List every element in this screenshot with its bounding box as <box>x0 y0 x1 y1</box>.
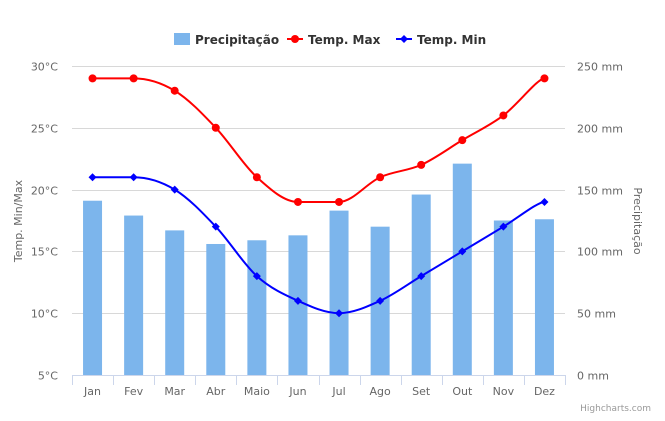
right-tick-label: 50 mm <box>577 308 616 321</box>
precipitation-bars <box>83 163 554 375</box>
x-tick-label: Dez <box>534 385 555 398</box>
credits-link[interactable]: Highcharts.com <box>580 404 651 414</box>
bar-precipitacao-jul <box>329 210 349 375</box>
left-tick-label: 15°C <box>31 246 58 259</box>
x-tick-label: Set <box>412 385 431 398</box>
marker-temp-max-fev <box>129 74 138 83</box>
bar-precipitacao-abr <box>206 243 226 375</box>
marker-temp-max-nov <box>499 111 508 120</box>
bar-precipitacao-out <box>452 163 472 375</box>
x-tick-label: Jan <box>83 385 101 398</box>
bar-precipitacao-dez <box>534 219 554 375</box>
right-y-axis: 0 mm 50 mm 100 mm 150 mm 200 mm 250 mm <box>577 61 623 383</box>
bar-precipitacao-fev <box>124 215 144 375</box>
left-tick-label: 5°C <box>38 370 58 383</box>
left-y-axis: 5°C 10°C 15°C 20°C 25°C 30°C <box>31 61 58 383</box>
line-temp-min <box>92 176 545 315</box>
x-tick-label: Maio <box>244 385 270 398</box>
marker-temp-min-abr <box>211 222 220 231</box>
marker-temp-max-set <box>417 160 426 169</box>
marker-temp-min-ago <box>376 296 385 305</box>
right-tick-label: 0 mm <box>577 370 609 383</box>
marker-temp-max-abr <box>211 123 220 132</box>
legend-label-temp-max: Temp. Max <box>308 33 381 47</box>
legend-swatch-precipitacao <box>174 33 190 45</box>
x-axis: Jan Fev Mar Abr Maio Jun Jul Ago Set Out Nov Dez <box>72 375 566 398</box>
marker-temp-max-mar <box>170 86 179 95</box>
marker-temp-max-maio <box>252 173 261 182</box>
x-tick-label: Out <box>452 385 473 398</box>
bar-precipitacao-jun <box>288 235 308 375</box>
marker-temp-max-dez <box>540 74 549 83</box>
bar-precipitacao-jan <box>83 200 103 375</box>
marker-temp-min-nov <box>499 222 508 231</box>
marker-temp-min-out <box>458 247 467 256</box>
legend: Precipitação Temp. Max Temp. Min <box>174 33 486 47</box>
legend-item-temp-min[interactable]: Temp. Min <box>396 33 486 47</box>
marker-temp-min-maio <box>252 272 261 281</box>
left-tick-label: 20°C <box>31 185 58 198</box>
bar-precipitacao-set <box>411 194 431 375</box>
grid-lines <box>72 66 565 314</box>
marker-temp-max-jan <box>88 74 97 83</box>
bar-precipitacao-mar <box>165 230 185 375</box>
left-axis-title: Temp. Min/Max <box>12 179 25 263</box>
x-tick-label: Jul <box>331 385 345 398</box>
legend-marker-temp-max <box>291 35 299 43</box>
bar-precipitacao-nov <box>493 220 513 375</box>
temperature-lines <box>88 74 549 318</box>
legend-item-temp-max[interactable]: Temp. Max <box>287 33 381 47</box>
left-tick-label: 30°C <box>31 61 58 74</box>
marker-temp-max-jul <box>335 197 344 206</box>
right-axis-title: Precipitação <box>631 187 644 254</box>
legend-label-temp-min: Temp. Min <box>417 33 486 47</box>
x-tick-label: Fev <box>124 385 143 398</box>
marker-temp-max-jun <box>293 197 302 206</box>
marker-temp-min-fev <box>129 173 138 182</box>
legend-item-precipitacao[interactable]: Precipitação <box>174 33 279 47</box>
right-tick-label: 150 mm <box>577 185 623 198</box>
left-tick-label: 10°C <box>31 308 58 321</box>
x-tick-label: Abr <box>206 385 226 398</box>
marker-temp-min-set <box>417 272 426 281</box>
left-tick-label: 25°C <box>31 123 58 136</box>
marker-temp-min-dez <box>540 197 549 206</box>
marker-temp-min-jun <box>293 296 302 305</box>
marker-temp-max-ago <box>376 173 385 182</box>
bar-precipitacao-maio <box>247 240 267 375</box>
x-tick-label: Jun <box>288 385 306 398</box>
marker-temp-min-mar <box>170 185 179 194</box>
x-tick-label: Ago <box>370 385 392 398</box>
marker-temp-max-out <box>458 136 467 145</box>
legend-marker-temp-min <box>400 35 408 43</box>
right-tick-label: 200 mm <box>577 123 623 136</box>
right-tick-label: 250 mm <box>577 61 623 74</box>
marker-temp-min-jul <box>335 309 344 318</box>
right-tick-label: 100 mm <box>577 246 623 259</box>
legend-label-precipitacao: Precipitação <box>195 33 279 47</box>
marker-temp-min-jan <box>88 173 97 182</box>
x-tick-label: Mar <box>164 385 185 398</box>
x-tick-label: Nov <box>493 385 515 398</box>
